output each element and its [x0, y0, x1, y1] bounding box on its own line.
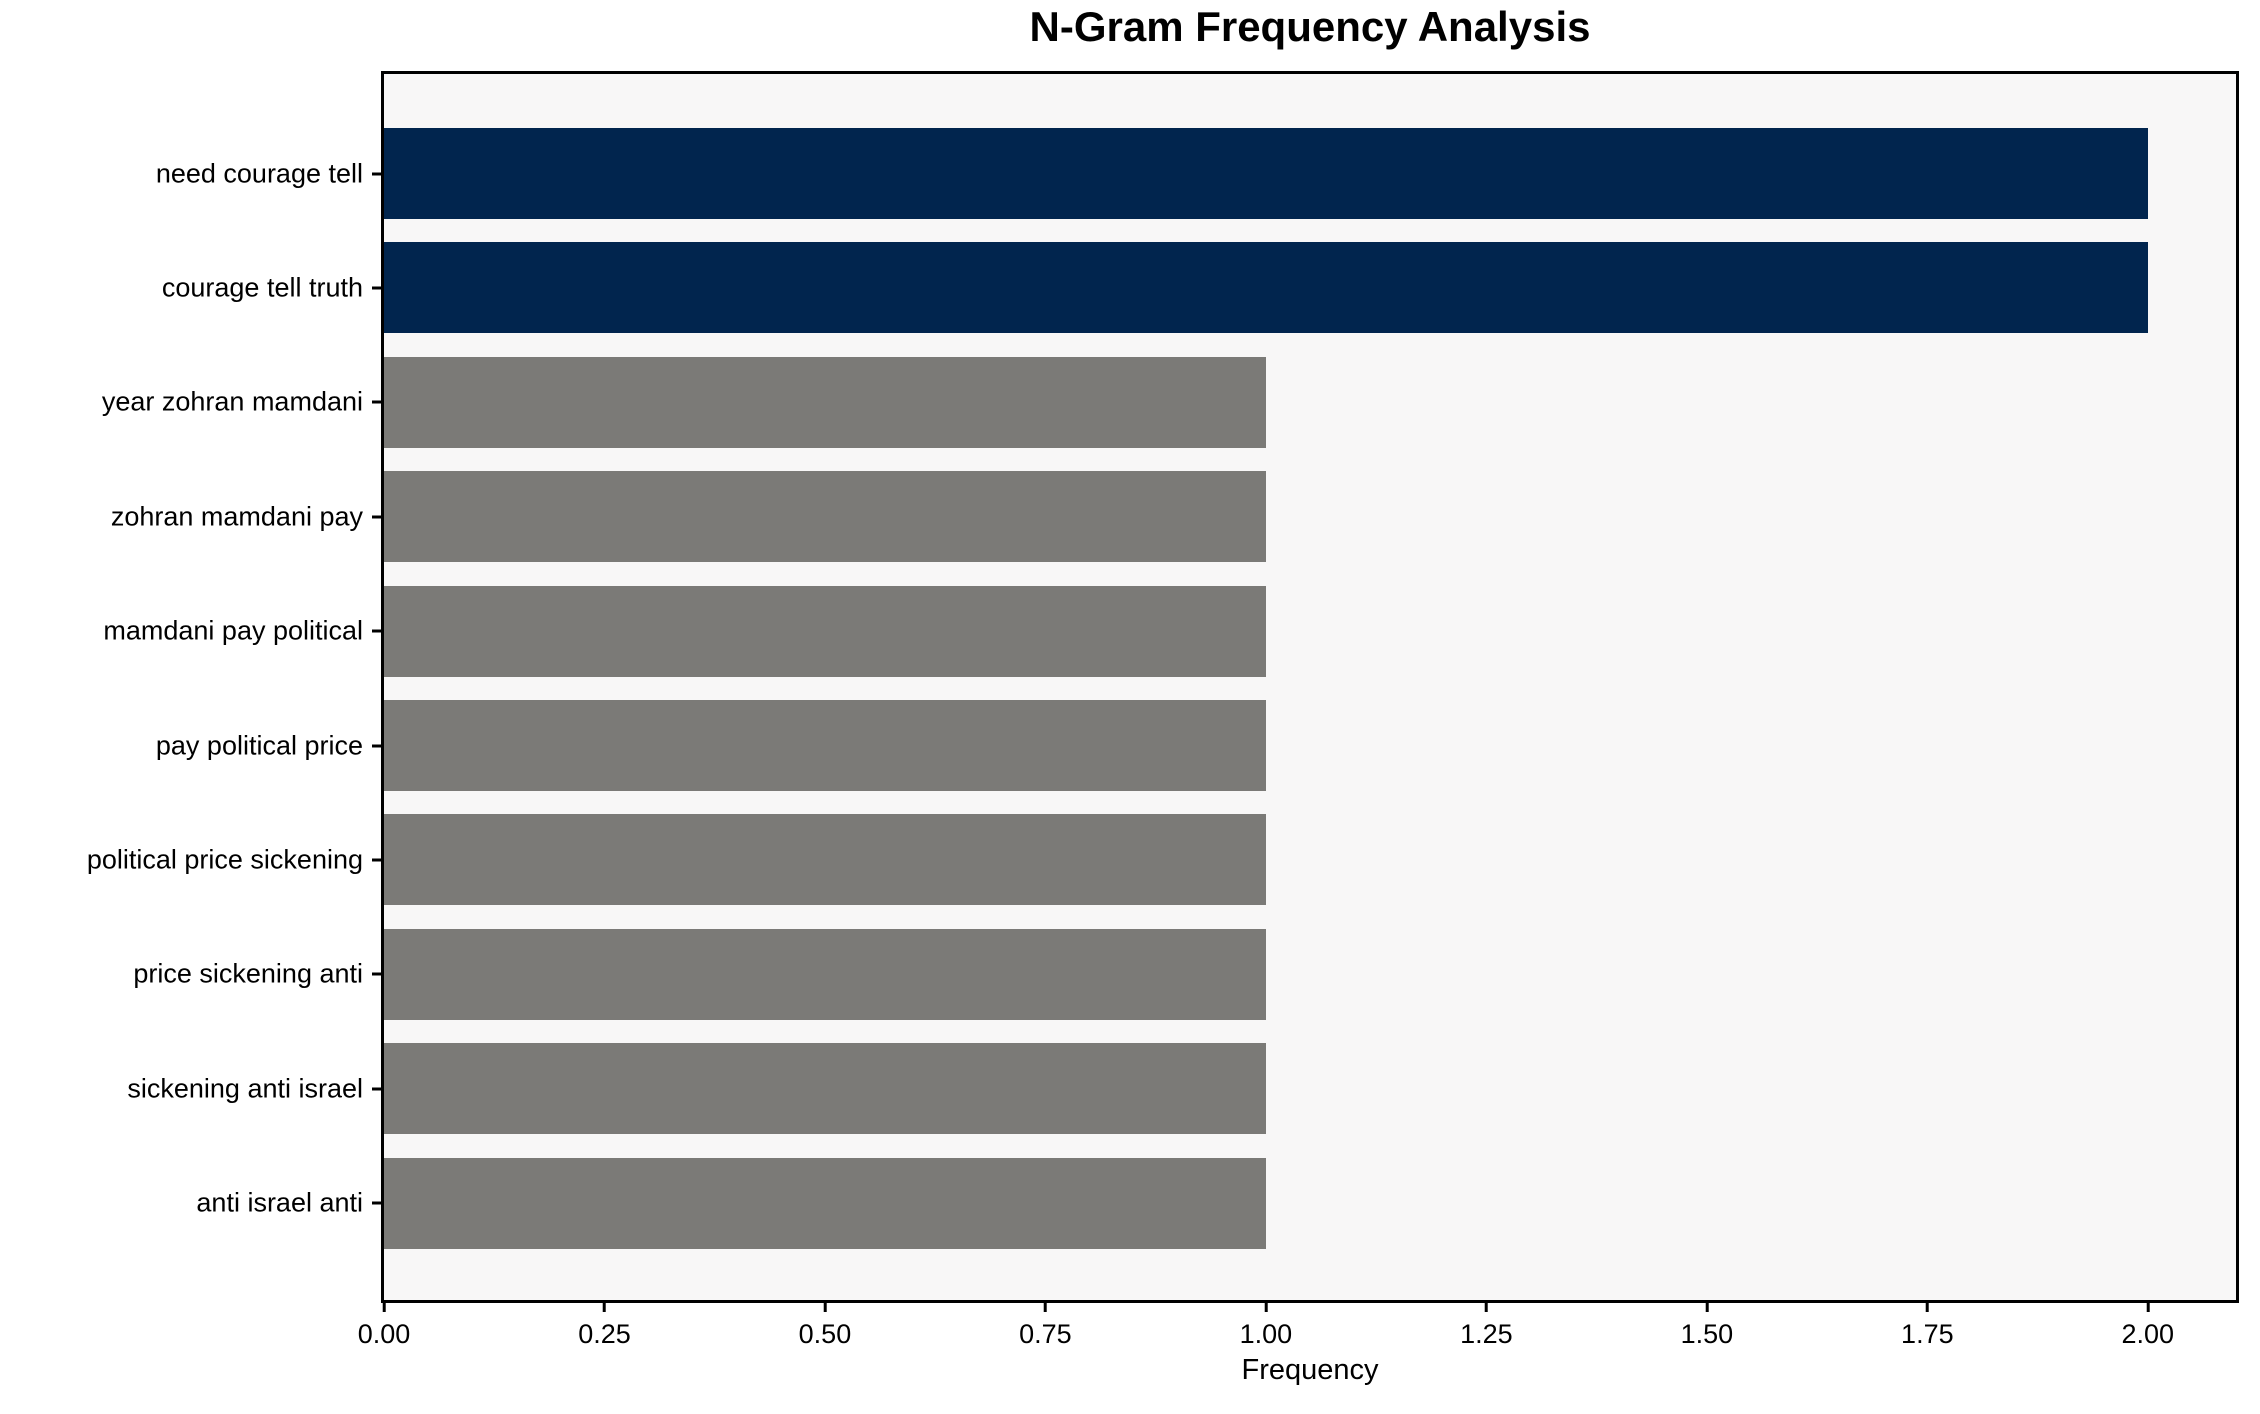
xtick-1.00: 1.00	[1239, 1300, 1293, 1350]
ytick-2: year zohran mamdani	[102, 387, 384, 418]
xtick-0.50: 0.50	[798, 1300, 852, 1350]
xtick-mark	[1484, 1300, 1488, 1312]
xtick-label: 1.00	[1239, 1319, 1293, 1349]
xtick-mark	[1043, 1300, 1047, 1312]
xtick-1.75: 1.75	[1901, 1300, 1954, 1350]
bars-layer	[384, 74, 2236, 1300]
xtick-1.25: 1.25	[1460, 1300, 1513, 1350]
bar-mamdani-pay-political	[384, 585, 1266, 677]
xtick-label: 0.75	[1019, 1319, 1072, 1349]
xtick-0.25: 0.25	[578, 1300, 631, 1350]
bar-sickening-anti-israel	[384, 1043, 1266, 1135]
ytick-mark	[372, 400, 384, 404]
ytick-mark	[372, 744, 384, 747]
bar-courage-tell-truth	[384, 242, 2148, 334]
x-axis-ticks: 0.00 0.25 0.50 0.75 1.00 1.25 1.50 1.75 2.00	[358, 74, 2236, 1349]
xtick-2.00: 2.00	[2121, 1300, 2175, 1350]
xtick-mark	[602, 1300, 606, 1312]
ytick-1: courage tell truth	[162, 272, 384, 303]
ytick-label: mamdani pay political	[103, 615, 363, 646]
xtick-mark	[823, 1300, 827, 1312]
ytick-9: anti israel anti	[196, 1188, 384, 1219]
ytick-8: sickening anti israel	[127, 1073, 384, 1104]
xtick-mark	[382, 1300, 386, 1312]
ytick-label: zohran mamdani pay	[110, 501, 363, 532]
xtick-0.75: 0.75	[1019, 1300, 1072, 1350]
ytick-5: pay political price	[156, 730, 384, 761]
xtick-label: 1.25	[1460, 1319, 1513, 1349]
bar-zohran-mamdani-pay	[384, 471, 1266, 563]
bar-need-courage-tell	[384, 128, 2148, 219]
ytick-label: sickening anti israel	[127, 1073, 363, 1104]
ytick-4: mamdani pay political	[103, 616, 384, 647]
xtick-label: 1.50	[1680, 1319, 1734, 1349]
xtick-0.00: 0.00	[357, 1300, 411, 1350]
xtick-label: 0.00	[357, 1319, 411, 1349]
ytick-mark	[372, 286, 384, 290]
ytick-0: need courage tell	[156, 158, 384, 189]
x-axis-label: Frequency	[1241, 1354, 1379, 1386]
ytick-mark	[372, 172, 384, 175]
xtick-1.50: 1.50	[1680, 1300, 1734, 1350]
ytick-7: price sickening anti	[133, 959, 384, 990]
plot-area: need courage tell courage tell truth year …	[87, 71, 2239, 1349]
ytick-mark	[372, 629, 384, 633]
xtick-label: 2.00	[2121, 1319, 2175, 1349]
bar-anti-israel-anti	[384, 1157, 1266, 1249]
xtick-mark	[1705, 1300, 1709, 1312]
chart-title: N-Gram Frequency Analysis	[1029, 3, 1591, 50]
ytick-label: price sickening anti	[133, 958, 363, 989]
xtick-label: 0.50	[798, 1319, 852, 1349]
ytick-label: need courage tell	[155, 158, 363, 188]
ytick-label: pay political price	[155, 730, 363, 760]
xtick-mark	[1264, 1300, 1268, 1312]
ytick-3: zohran mamdani pay	[111, 501, 384, 532]
bar-pay-political-price	[384, 700, 1266, 791]
xtick-mark	[2146, 1300, 2150, 1312]
y-axis-ticks: need courage tell courage tell truth year …	[87, 74, 2236, 1300]
ytick-mark	[372, 1087, 384, 1091]
ytick-label: anti israel anti	[196, 1187, 363, 1218]
xtick-mark	[1925, 1300, 1929, 1312]
bar-price-sickening-anti	[384, 928, 1266, 1020]
ytick-mark	[372, 858, 384, 862]
xtick-label: 1.75	[1901, 1319, 1954, 1349]
ytick-label: courage tell truth	[161, 272, 363, 303]
ytick-mark	[372, 1201, 384, 1205]
ytick-label: year zohran mamdani	[101, 386, 363, 417]
ytick-mark	[372, 515, 384, 519]
ytick-mark	[372, 972, 384, 976]
ytick-6: political price sickening	[87, 844, 384, 875]
bar-political-price-sickening	[384, 814, 1266, 906]
xtick-label: 0.25	[578, 1319, 631, 1349]
bar-year-zohran-mamdani	[384, 356, 1266, 448]
ytick-label: political price sickening	[86, 844, 363, 875]
